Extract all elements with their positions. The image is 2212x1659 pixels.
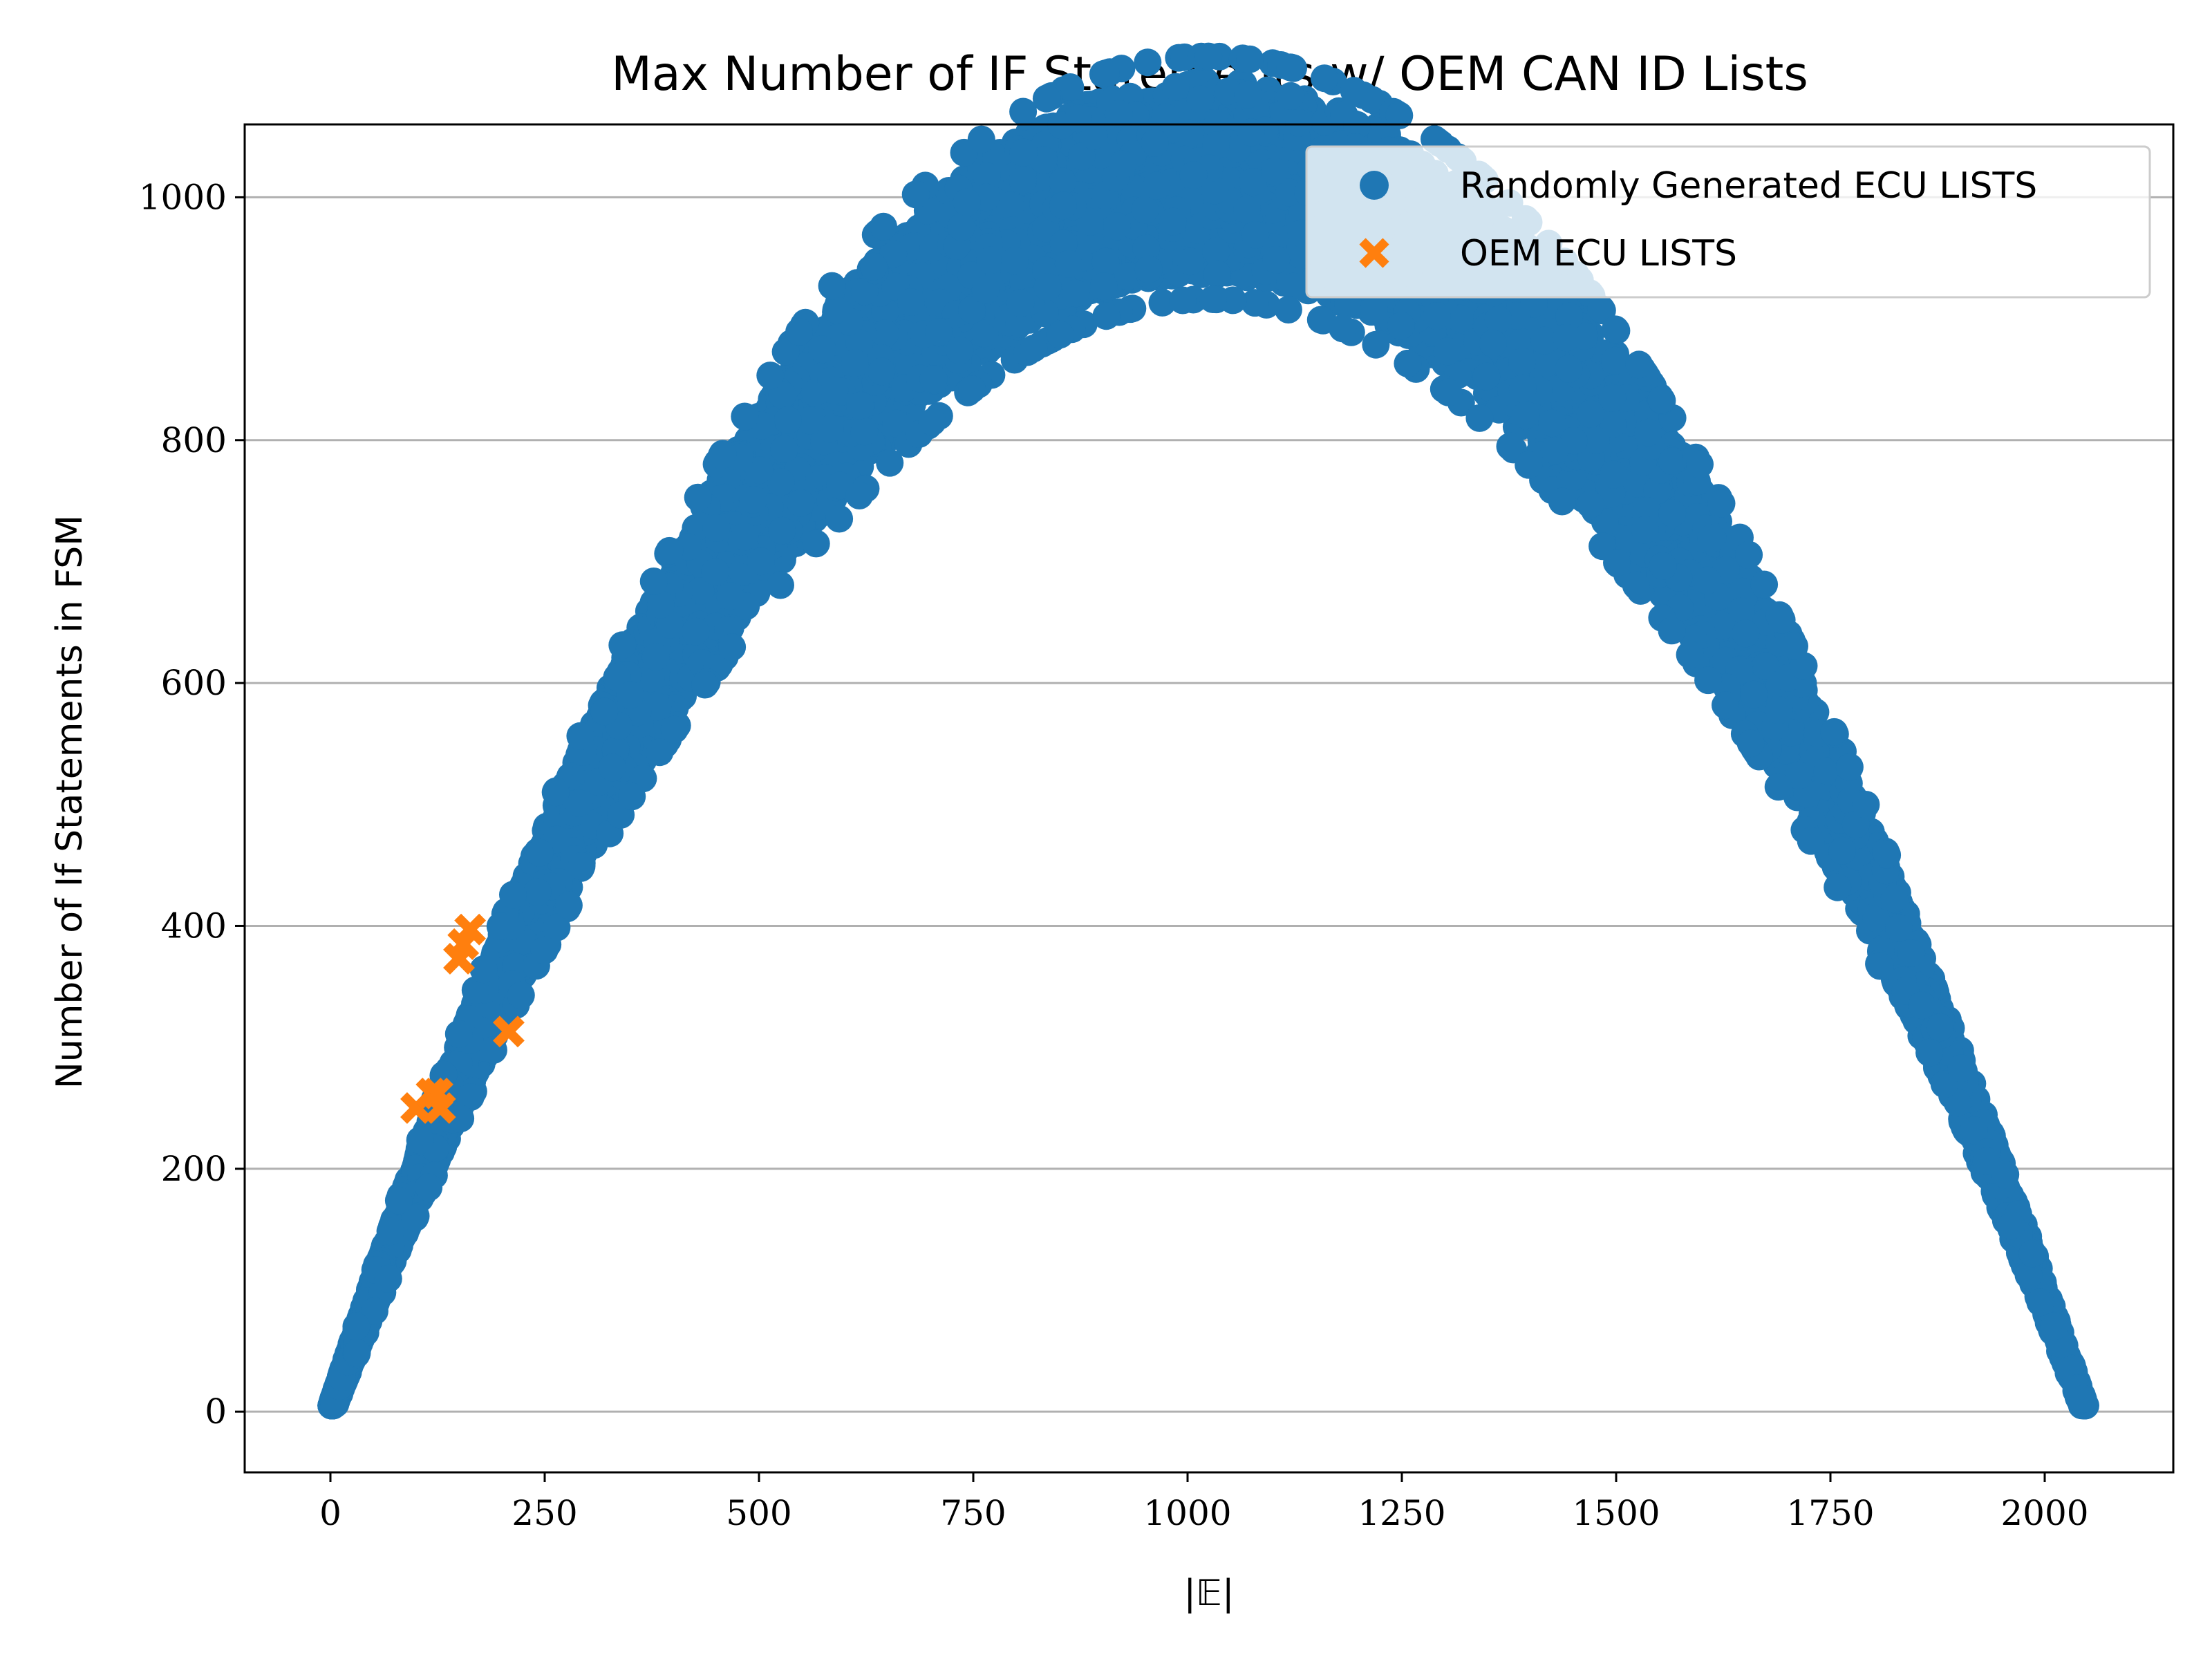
scatter-chart: Max Number of IF Statements w/ OEM CAN I…	[49, 42, 2175, 1614]
